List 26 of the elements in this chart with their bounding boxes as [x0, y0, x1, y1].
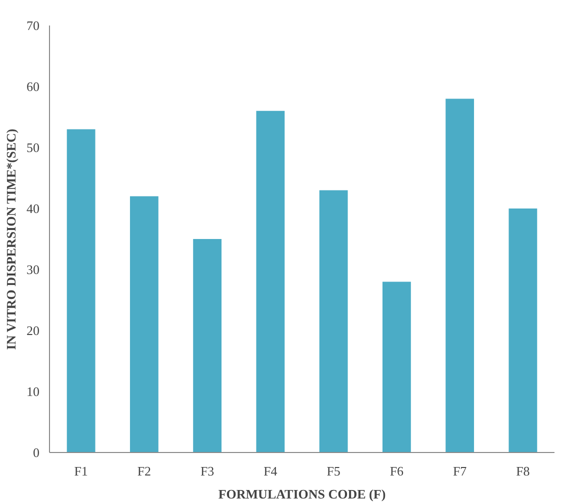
x-tick-label: F8 [516, 464, 530, 478]
x-tick-label: F6 [390, 464, 404, 478]
y-tick-label: 30 [26, 262, 40, 277]
bar [319, 190, 348, 452]
bar [256, 110, 285, 452]
y-axis-title: IN VITRO DISPERSION TIME*(SEC) [4, 128, 18, 350]
x-tick-label: F4 [264, 464, 278, 478]
bar [130, 196, 158, 452]
bar [446, 98, 474, 452]
x-tick-label: F2 [137, 464, 152, 478]
y-tick-label: 60 [26, 79, 40, 94]
bar [193, 239, 222, 452]
x-tick-label: F5 [326, 464, 340, 478]
y-tick-label: 10 [26, 384, 40, 399]
y-tick-label: 70 [26, 18, 40, 33]
bar [508, 208, 538, 452]
bar [66, 129, 96, 452]
y-tick-label: 50 [26, 140, 40, 155]
x-axis-title: FORMULATIONS CODE (F) [218, 486, 386, 502]
y-tick-label: 20 [26, 323, 40, 338]
y-tick-label: 40 [26, 201, 40, 216]
x-tick-label: F3 [200, 464, 214, 478]
x-tick-label: F1 [74, 464, 88, 478]
y-tick-label: 0 [33, 445, 40, 460]
x-tick-label: F7 [452, 464, 468, 478]
bar [382, 282, 411, 452]
